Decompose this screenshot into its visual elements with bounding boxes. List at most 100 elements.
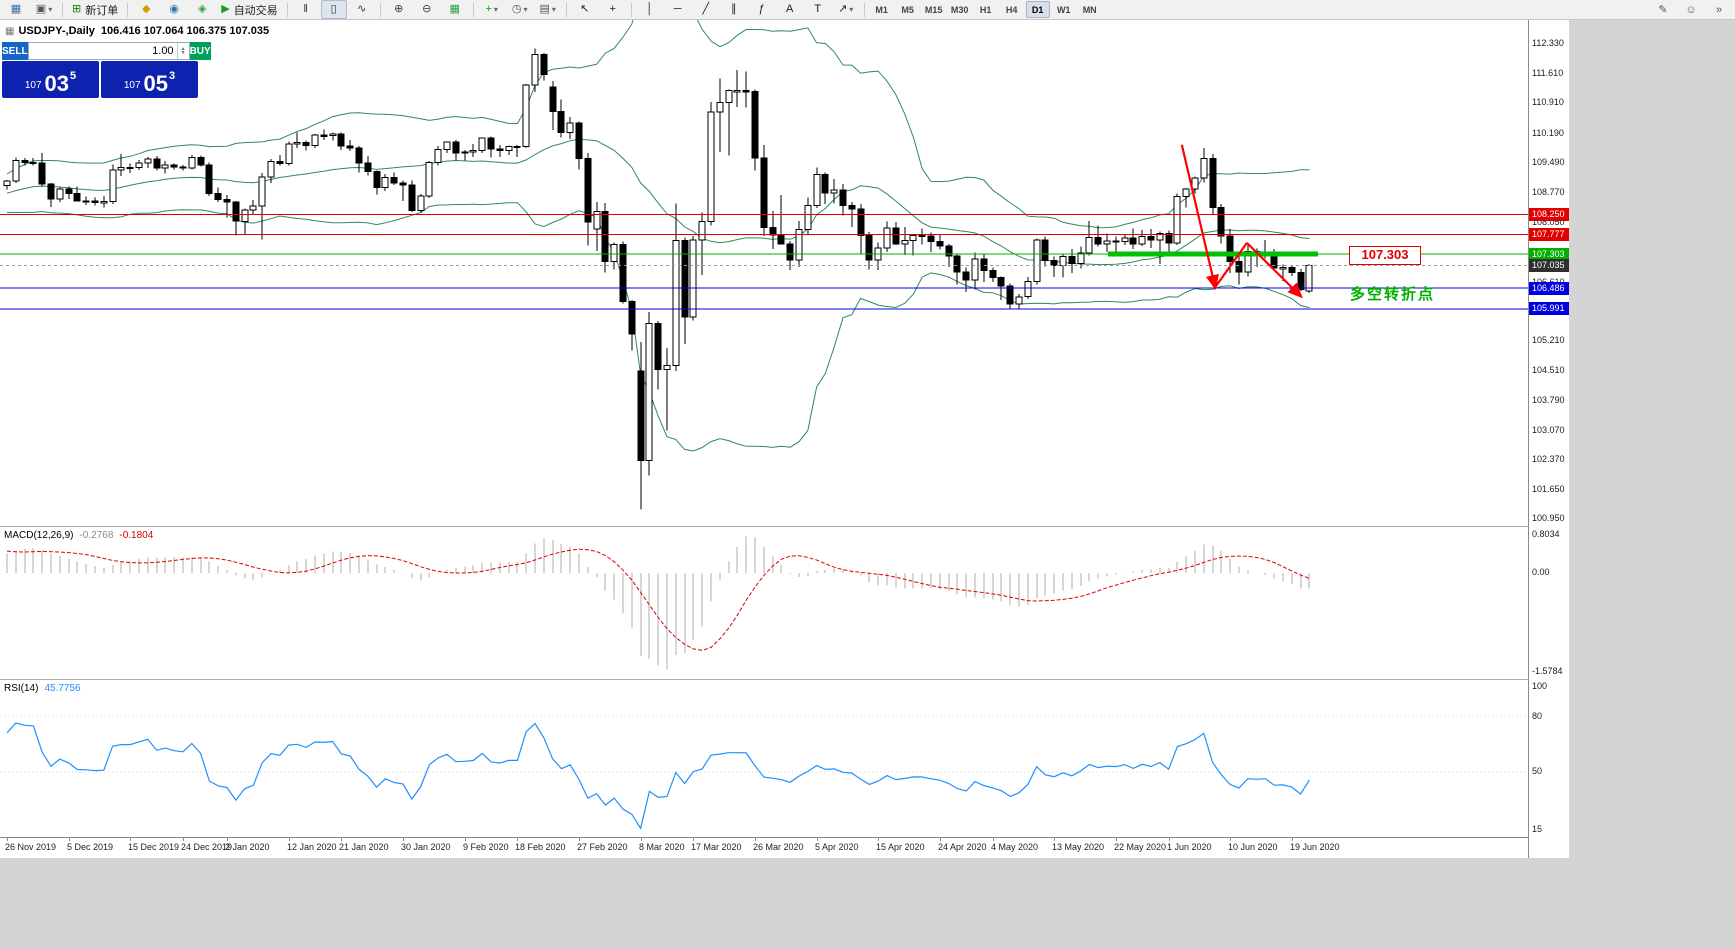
timeframe-m15[interactable]: M15 bbox=[924, 4, 943, 15]
edit-icon[interactable]: ✎ bbox=[1658, 4, 1668, 16]
rsi-canvas[interactable] bbox=[0, 680, 1528, 836]
autotrading-button[interactable]: ▶ 自动交易 bbox=[217, 0, 281, 19]
timeframe-h4[interactable]: H4 bbox=[1005, 4, 1018, 15]
time-tick-label: 26 Mar 2020 bbox=[753, 842, 804, 852]
bar-chart-icon[interactable]: ‖ bbox=[293, 0, 319, 19]
tile-windows-icon[interactable]: ▦ bbox=[442, 0, 468, 19]
spinner-up-icon[interactable]: ▲ bbox=[180, 46, 186, 52]
chevron-down-icon[interactable]: ▾ bbox=[849, 5, 854, 14]
buy-button[interactable]: 107 05 3 bbox=[101, 61, 198, 98]
sell-button[interactable]: 107 03 5 bbox=[2, 61, 99, 98]
spinner-down-icon[interactable]: ▼ bbox=[180, 50, 186, 56]
trend-arrows[interactable] bbox=[1180, 144, 1303, 299]
candlesticks bbox=[3, 48, 1313, 510]
rsi-levels bbox=[0, 716, 1528, 773]
pane-separator[interactable] bbox=[0, 679, 1569, 680]
crosshair-icon[interactable]: + bbox=[600, 0, 626, 19]
time-tick-label: 8 Mar 2020 bbox=[639, 842, 685, 852]
rsi-pane[interactable]: RSI(14) 45.7756 bbox=[0, 680, 1528, 836]
time-tick-mark bbox=[289, 838, 290, 841]
buy-tab[interactable]: BUY bbox=[189, 42, 211, 60]
profiles-icon[interactable]: ▣ ▾ bbox=[31, 0, 57, 19]
new-chart-icon[interactable]: ▦ bbox=[3, 0, 29, 19]
chevron-down-icon[interactable]: ▾ bbox=[523, 5, 528, 14]
community-icon[interactable]: ☺ bbox=[1685, 3, 1697, 16]
chevron-down-icon[interactable]: ▾ bbox=[48, 5, 53, 14]
vertical-line-icon: │ bbox=[646, 3, 654, 15]
timeframe-m30[interactable]: M30 bbox=[950, 4, 969, 15]
main-chart-pane[interactable]: ▦ USDJPY-,Daily 106.416 107.064 106.375 10… bbox=[0, 20, 1528, 526]
candlestick-chart-icon[interactable]: ▯ bbox=[320, 0, 347, 19]
price-level-tag: 107.777 bbox=[1529, 227, 1569, 241]
trendline-icon[interactable]: ╱ bbox=[693, 0, 719, 19]
timeframe-w1[interactable]: W1 bbox=[1056, 4, 1071, 15]
cursor-icon: ↖ bbox=[580, 3, 590, 15]
macd-zero-label: 0.00 bbox=[1532, 566, 1550, 577]
timeframe-m5[interactable]: M5 bbox=[901, 4, 914, 15]
timeframe-mn[interactable]: MN bbox=[1082, 4, 1097, 15]
time-tick-mark bbox=[817, 838, 818, 841]
rsi-label: RSI(14) 45.7756 bbox=[4, 683, 81, 694]
text-label-icon[interactable]: T bbox=[805, 0, 831, 19]
turning-point-label[interactable]: 多空转折点 bbox=[1350, 286, 1436, 303]
timeframe-h1[interactable]: H1 bbox=[979, 4, 992, 15]
zoom-in-icon[interactable]: ⊕ bbox=[386, 0, 412, 19]
line-chart-icon: ∿ bbox=[357, 3, 367, 15]
periods-icon[interactable]: ◷ ▾ bbox=[507, 0, 533, 19]
channel-icon[interactable]: ∥ bbox=[721, 0, 747, 19]
chevron-down-icon[interactable]: ▾ bbox=[493, 5, 498, 14]
price-tick-label: 103.790 bbox=[1532, 394, 1565, 405]
bar-chart-icon: ‖ bbox=[303, 3, 308, 15]
time-tick-mark bbox=[940, 838, 941, 841]
cursor-icon[interactable]: ↖ bbox=[572, 0, 598, 19]
volume-spinner[interactable]: ▲ ▼ bbox=[176, 43, 189, 59]
time-axis[interactable]: 26 Nov 2019 5 Dec 2019 15 Dec 2019 24 Dec 2… bbox=[0, 837, 1569, 858]
time-tick-label: 17 Mar 2020 bbox=[691, 842, 742, 852]
time-tick-label: 1 Jun 2020 bbox=[1167, 842, 1212, 852]
fibonacci-icon: ƒ bbox=[758, 3, 765, 15]
toolbar-separator bbox=[379, 2, 381, 17]
price-axis[interactable]: 112.330 111.610 110.910 110.190 109.490 108.7… bbox=[1528, 20, 1569, 858]
templates-icon[interactable]: ▤ ▾ bbox=[535, 0, 561, 19]
indicators-icon[interactable]: + ▾ bbox=[479, 0, 505, 19]
metaeditor-icon: ◆ bbox=[141, 3, 151, 15]
price-level-tag: 107.303 bbox=[1529, 247, 1569, 261]
horizontal-line-icon[interactable]: ─ bbox=[665, 0, 691, 19]
timeframe-m1[interactable]: M1 bbox=[875, 4, 888, 15]
horizontal-level-lines[interactable] bbox=[0, 214, 1528, 310]
price-tick-label: 105.210 bbox=[1532, 335, 1565, 346]
autotrading-button-label: 自动交易 bbox=[233, 4, 278, 17]
macd-pane[interactable]: MACD(12,26,9) -0.2768 -0.1804 bbox=[0, 527, 1528, 679]
vertical-line-icon[interactable]: │ bbox=[637, 0, 663, 19]
time-tick-label: 27 Feb 2020 bbox=[577, 842, 628, 852]
time-tick-mark bbox=[755, 838, 756, 841]
tile-windows-icon: ▦ bbox=[449, 3, 460, 15]
toolbar-overflow-icon[interactable]: » bbox=[1715, 3, 1723, 16]
new-order-button[interactable]: ⊞ 新订单 bbox=[68, 0, 122, 19]
chart-window: ▦ USDJPY-,Daily 106.416 107.064 106.375 10… bbox=[0, 20, 1569, 858]
time-tick-label: 15 Dec 2019 bbox=[128, 842, 180, 852]
chevron-down-icon[interactable]: ▾ bbox=[551, 5, 556, 14]
volume-input[interactable] bbox=[28, 43, 177, 59]
line-chart-icon[interactable]: ∿ bbox=[349, 0, 375, 19]
arrows-icon[interactable]: ↗ ▾ bbox=[833, 0, 859, 19]
macd-canvas[interactable] bbox=[0, 527, 1528, 679]
periods-icon: ◷ bbox=[511, 3, 522, 15]
bollinger-bands bbox=[6, 20, 1310, 452]
time-tick-mark bbox=[69, 838, 70, 841]
metaeditor-icon[interactable]: ◆ bbox=[133, 0, 159, 19]
pane-separator[interactable] bbox=[0, 526, 1569, 527]
price-level-callout[interactable]: 107.303 bbox=[1349, 246, 1421, 265]
time-tick-label: 9 Feb 2020 bbox=[463, 842, 509, 852]
sell-tab[interactable]: SELL bbox=[2, 42, 28, 60]
profiles-icon: ▣ bbox=[35, 3, 47, 15]
strategy-tester-icon[interactable]: ◈ bbox=[189, 0, 215, 19]
price-chart-canvas[interactable] bbox=[0, 20, 1528, 526]
text-icon[interactable]: A bbox=[777, 0, 803, 19]
timeframe-d1[interactable]: D1 bbox=[1025, 1, 1050, 18]
market-icon[interactable]: ◉ bbox=[161, 0, 187, 19]
macd-signal-line bbox=[6, 548, 1310, 651]
fibonacci-icon[interactable]: ƒ bbox=[749, 0, 775, 19]
zoom-out-icon[interactable]: ⊖ bbox=[414, 0, 440, 19]
time-tick-mark bbox=[1292, 838, 1293, 841]
